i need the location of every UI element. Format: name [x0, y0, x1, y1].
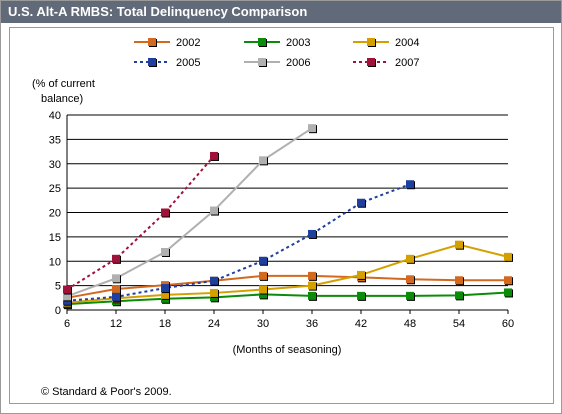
- data-point-2003: [504, 288, 513, 298]
- legend-swatch-marker: [258, 58, 267, 67]
- legend-swatch-marker: [148, 38, 157, 47]
- data-point-2007: [161, 208, 170, 218]
- data-point-2006: [259, 156, 268, 166]
- data-point-2007: [210, 151, 219, 161]
- y-tick-label: 5: [55, 281, 61, 293]
- data-point-2003: [455, 291, 464, 301]
- copyright-notice: © Standard & Poor's 2009.: [41, 386, 172, 398]
- legend-label: 2004: [395, 37, 419, 49]
- data-point-2005: [161, 284, 170, 294]
- data-point-2005: [357, 198, 366, 208]
- legend-item-2003: 2003: [244, 37, 310, 49]
- x-tick-label: 48: [404, 318, 416, 330]
- chart-title: U.S. Alt-A RMBS: Total Delinquency Compa…: [8, 4, 308, 19]
- legend-label: 2006: [286, 57, 310, 69]
- data-point-2004: [308, 281, 317, 291]
- series-line-2004: [66, 243, 509, 304]
- y-tick-label: 35: [49, 134, 61, 146]
- data-point-2004: [357, 270, 366, 280]
- legend: 2002 2003 2004 2005 2006 2007: [134, 37, 419, 69]
- data-point-2003: [357, 291, 366, 301]
- y-tick-label: 15: [49, 232, 61, 244]
- data-point-2002: [455, 276, 464, 286]
- data-point-2007: [112, 254, 121, 264]
- series-line-2006: [66, 127, 313, 298]
- legend-item-2005: 2005: [134, 57, 200, 69]
- axis-layer: 0 5 10 15 20 25 30 35 40 6 12 18 24 30 36 42 48 54 60: [49, 110, 514, 330]
- legend-item-2004: 2004: [353, 37, 419, 49]
- data-point-2002: [406, 275, 415, 285]
- x-tick-label: 6: [64, 318, 70, 330]
- data-point-2004: [504, 252, 513, 262]
- legend-item-2007: 2007: [353, 57, 419, 69]
- data-point-2004: [406, 254, 415, 264]
- legend-swatch-marker: [258, 38, 267, 47]
- x-tick-label: 24: [208, 318, 220, 330]
- y-axis-label-line-1: (% of current: [32, 78, 95, 90]
- data-point-2004: [161, 290, 170, 300]
- legend-swatch-marker: [367, 58, 376, 67]
- y-tick-label: 20: [49, 208, 61, 220]
- series-line-2005: [66, 183, 411, 302]
- legend-swatch-marker: [367, 38, 376, 47]
- data-point-2006: [210, 206, 219, 216]
- plot-panel: [9, 27, 554, 404]
- legend-label: 2002: [176, 37, 200, 49]
- data-point-2002: [259, 271, 268, 281]
- data-point-2006: [112, 274, 121, 284]
- x-tick-label: 60: [502, 318, 514, 330]
- data-point-2005: [406, 180, 415, 190]
- y-tick-label: 0: [55, 305, 61, 317]
- x-tick-label: 36: [306, 318, 318, 330]
- legend-swatch-marker: [148, 58, 157, 67]
- y-axis-label-line-2: balance): [41, 93, 83, 105]
- data-point-2006: [161, 247, 170, 257]
- series-line-2003: [66, 291, 509, 306]
- x-axis-label: (Months of seasoning): [233, 344, 342, 356]
- data-point-2003: [406, 291, 415, 301]
- x-tick-label: 54: [453, 318, 465, 330]
- y-tick-label: 25: [49, 183, 61, 195]
- x-tick-label: 12: [110, 318, 122, 330]
- x-tick-label: 42: [355, 318, 367, 330]
- data-point-2005: [112, 292, 121, 302]
- data-point-2005: [308, 229, 317, 239]
- data-point-2004: [455, 240, 464, 250]
- legend-item-2006: 2006: [244, 57, 310, 69]
- data-point-2006: [308, 124, 317, 134]
- data-point-2005: [210, 276, 219, 286]
- y-tick-label: 40: [49, 110, 61, 122]
- title-bar: U.S. Alt-A RMBS: Total Delinquency Compa…: [1, 1, 561, 23]
- data-point-2004: [210, 288, 219, 298]
- legend-label: 2007: [395, 57, 419, 69]
- data-point-2004: [259, 285, 268, 295]
- series-line-2007: [66, 155, 215, 291]
- legend-item-2002: 2002: [134, 37, 200, 49]
- grid-layer: [67, 114, 508, 311]
- data-point-2002: [112, 285, 121, 295]
- y-tick-label: 10: [49, 256, 61, 268]
- data-point-2003: [308, 291, 317, 301]
- x-tick-label: 30: [257, 318, 269, 330]
- data-point-2002: [504, 276, 513, 286]
- data-point-2007: [63, 285, 72, 295]
- data-point-2005: [259, 256, 268, 266]
- data-point-2006: [63, 292, 72, 302]
- series-layer: [63, 124, 513, 310]
- data-point-2002: [308, 271, 317, 281]
- x-tick-label: 18: [159, 318, 171, 330]
- series-line-2002: [66, 274, 508, 299]
- y-tick-label: 30: [49, 159, 61, 171]
- legend-label: 2005: [176, 57, 200, 69]
- legend-label: 2003: [286, 37, 310, 49]
